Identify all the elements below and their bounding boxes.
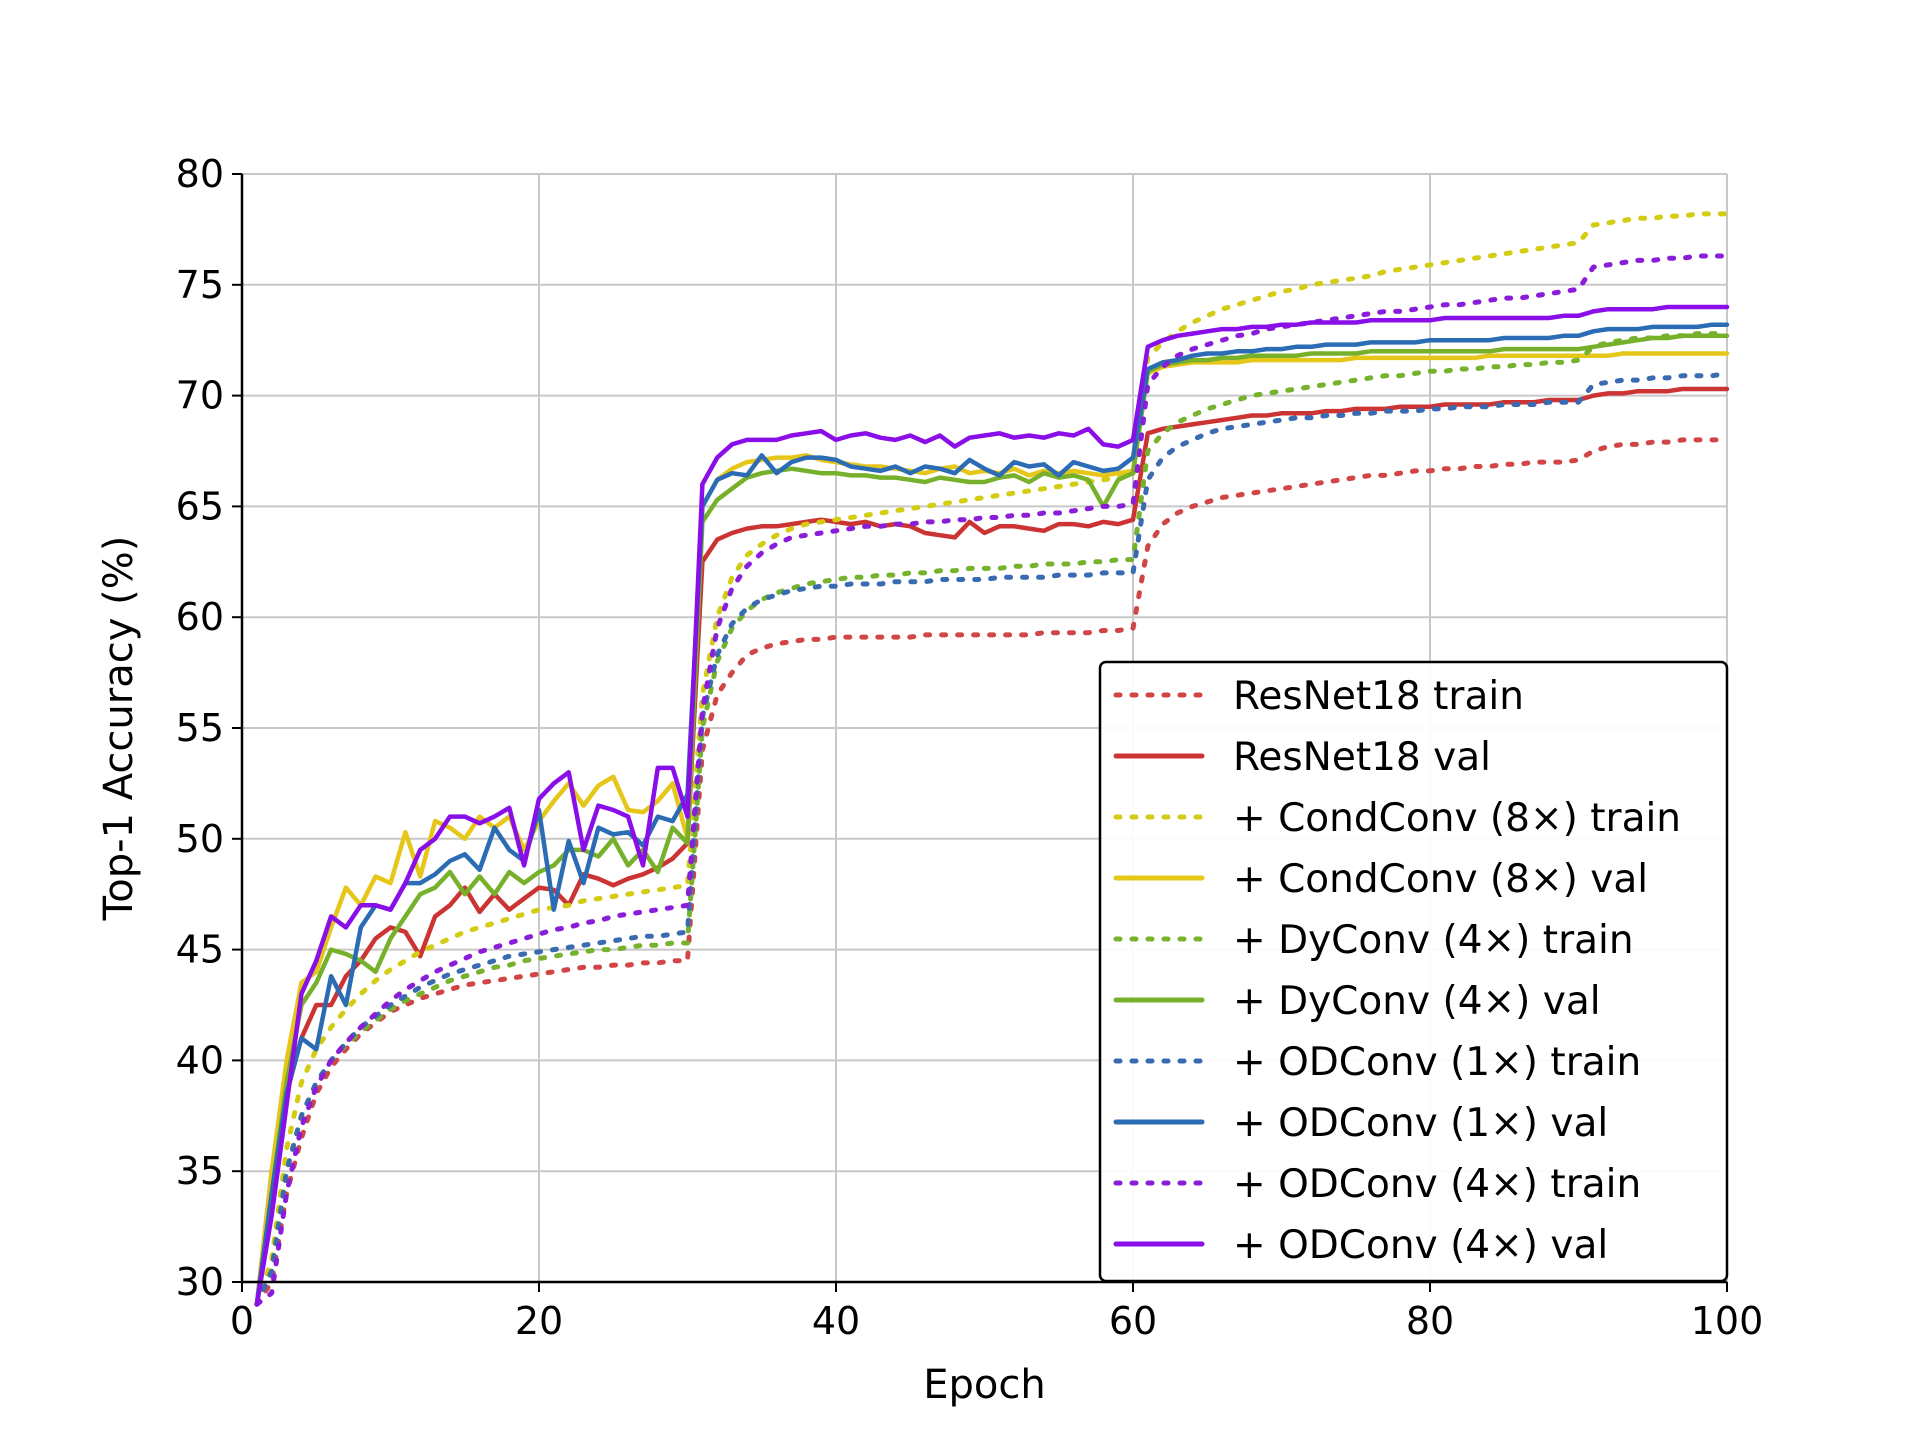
y-tick-label: 75 xyxy=(176,263,224,307)
y-tick-label: 70 xyxy=(176,374,224,418)
x-tick-label: 60 xyxy=(1109,1299,1157,1343)
legend-label: + ODConv (1×) val xyxy=(1233,1101,1608,1146)
y-tick-label: 60 xyxy=(176,595,224,639)
y-tick-label: 35 xyxy=(176,1149,224,1193)
y-tick-label: 45 xyxy=(176,928,224,972)
legend-label: + DyConv (4×) val xyxy=(1233,979,1601,1024)
series-line-dyconv-4-val xyxy=(254,333,1730,1307)
y-tick-label: 50 xyxy=(176,817,224,861)
legend-box xyxy=(1098,660,1729,1283)
series-line-odconv-4-train xyxy=(254,253,1730,1307)
legend-label: ResNet18 train xyxy=(1233,674,1524,719)
series-line-odconv-1-train xyxy=(254,370,1730,1307)
series-layer xyxy=(254,211,1730,1307)
series-line-dyconv-4-train xyxy=(254,331,1730,1307)
series-line-odconv-4-val xyxy=(254,304,1730,1307)
y-tick-label: 65 xyxy=(176,484,224,528)
legend-label: ResNet18 val xyxy=(1233,735,1491,780)
axes: 0 20 40 60 80 100 30 35 40 45 50 55 60 65 70 75 80 xyxy=(176,152,1764,1343)
y-tick-label: 30 xyxy=(176,1260,224,1304)
legend-label: + CondConv (8×) train xyxy=(1233,796,1681,841)
x-tick-label: 40 xyxy=(812,1299,860,1343)
x-axis-label: Epoch xyxy=(923,1362,1045,1408)
legend-label: + DyConv (4×) train xyxy=(1233,918,1634,963)
series-line-condconv-8-train xyxy=(254,211,1730,1307)
series-line-odconv-1-val xyxy=(254,322,1730,1307)
legend-label: + ODConv (4×) train xyxy=(1233,1162,1641,1207)
legend-label: + ODConv (4×) val xyxy=(1233,1223,1608,1268)
legend: ResNet18 train ResNet18 val + CondConv (8×… xyxy=(1098,660,1729,1283)
y-tick-label: 80 xyxy=(176,152,224,196)
y-tick-label: 40 xyxy=(176,1038,224,1082)
series-line-resnet18-train xyxy=(254,437,1730,1307)
legend-label: + ODConv (1×) train xyxy=(1233,1040,1641,1085)
x-tick-label: 80 xyxy=(1406,1299,1454,1343)
x-tick-label: 100 xyxy=(1691,1299,1764,1343)
y-tick-label: 55 xyxy=(176,706,224,750)
x-tick-label: 0 xyxy=(230,1299,254,1343)
legend-label: + CondConv (8×) val xyxy=(1233,857,1648,902)
y-axis-label: Top-1 Accuracy (%) xyxy=(96,536,142,922)
x-tick-label: 20 xyxy=(515,1299,563,1343)
